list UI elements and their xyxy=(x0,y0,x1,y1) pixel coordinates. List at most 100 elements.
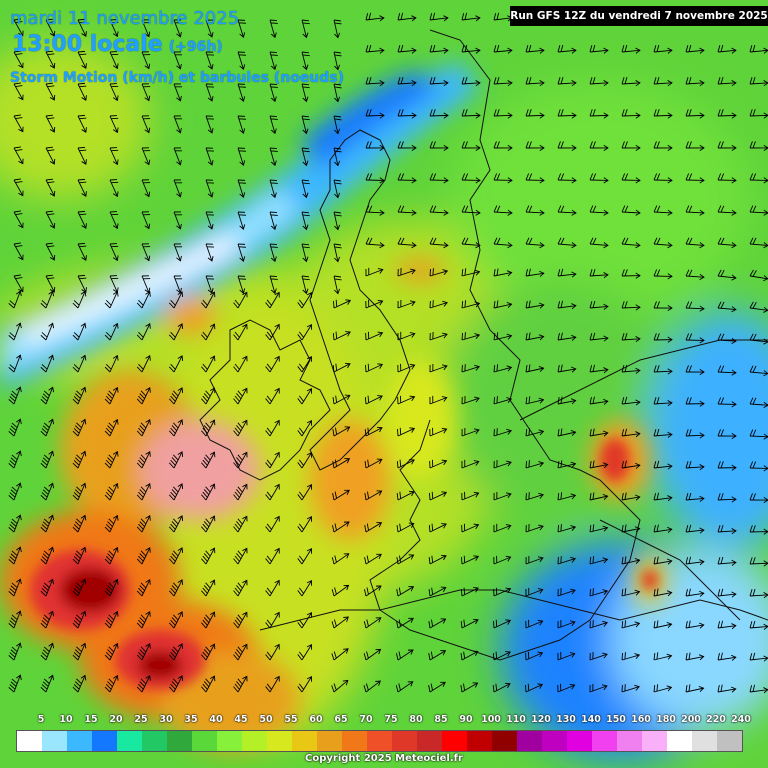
wind-barb xyxy=(397,268,416,277)
forecast-offset: (+96h) xyxy=(168,39,223,55)
wind-barb xyxy=(461,491,480,501)
wind-barb xyxy=(72,610,87,629)
legend-swatch xyxy=(17,731,42,751)
wind-barb xyxy=(136,451,151,469)
wind-barb xyxy=(589,44,609,54)
wind-barb xyxy=(109,51,119,70)
wind-barb xyxy=(265,675,280,693)
wind-barb xyxy=(265,515,280,533)
wind-barb xyxy=(72,322,87,341)
wind-barb xyxy=(13,146,24,165)
wind-barb xyxy=(685,269,705,280)
wind-barb xyxy=(397,427,416,437)
wind-barb xyxy=(749,141,768,151)
wind-barb xyxy=(269,115,278,135)
wind-barb xyxy=(77,210,87,229)
wind-barb xyxy=(685,44,705,54)
wind-barb xyxy=(621,428,641,438)
legend-swatch xyxy=(42,731,67,751)
wind-barb xyxy=(333,147,342,167)
wind-barb xyxy=(233,483,248,501)
wind-barb xyxy=(397,12,417,22)
wind-barb xyxy=(72,386,87,405)
wind-barb xyxy=(72,354,87,373)
wind-barb xyxy=(233,419,248,437)
wind-barb xyxy=(428,554,447,565)
wind-barb xyxy=(717,301,737,313)
wind-barb xyxy=(331,553,350,565)
wind-barb xyxy=(40,674,55,693)
wind-barb xyxy=(589,620,608,629)
wind-barb xyxy=(233,675,248,693)
wind-barb xyxy=(141,147,151,166)
wind-barb xyxy=(297,515,312,533)
wind-barb xyxy=(40,546,55,565)
wind-barb xyxy=(13,114,24,133)
wind-barb xyxy=(365,267,384,277)
wind-barb xyxy=(136,675,151,693)
wind-barb xyxy=(589,588,609,597)
wind-barb xyxy=(265,611,280,629)
wind-barb xyxy=(717,109,737,119)
wind-barb xyxy=(621,301,641,311)
wind-barb xyxy=(557,268,577,278)
wind-barb xyxy=(525,332,545,341)
legend-label: 35 xyxy=(184,714,198,725)
wind-barb xyxy=(13,82,24,101)
copyright: Copyright 2025 Meteociel.fr xyxy=(305,753,463,764)
wind-barb xyxy=(237,179,246,198)
legend-swatch xyxy=(367,731,392,751)
wind-barb xyxy=(621,524,641,533)
wind-barb xyxy=(589,683,608,693)
wind-barb xyxy=(201,515,216,533)
wind-barb xyxy=(493,587,512,597)
wind-barb xyxy=(461,205,481,216)
wind-barb xyxy=(333,83,342,103)
wind-barb xyxy=(136,355,151,373)
wind-barb xyxy=(297,419,312,437)
wind-barb xyxy=(557,173,577,184)
wind-barb xyxy=(13,274,24,293)
wind-barb xyxy=(265,451,280,469)
wind-barb xyxy=(461,459,480,469)
wind-barb xyxy=(173,211,183,230)
wind-barb xyxy=(749,429,768,440)
wind-barb xyxy=(168,515,184,533)
legend-label: 25 xyxy=(134,714,148,725)
wind-barb xyxy=(685,237,705,249)
wind-barb xyxy=(653,333,673,343)
wind-barb xyxy=(653,460,673,470)
wind-barb xyxy=(525,76,545,87)
wind-barb xyxy=(525,141,545,151)
wind-barb xyxy=(525,651,544,661)
wind-barb xyxy=(237,115,246,134)
wind-barb xyxy=(653,237,673,249)
wind-barb xyxy=(525,587,544,597)
wind-barb xyxy=(621,556,641,565)
legend-swatch xyxy=(92,731,117,751)
wind-barb xyxy=(109,83,119,102)
wind-barb xyxy=(269,243,278,263)
wind-barb xyxy=(493,396,513,405)
wind-barb xyxy=(72,514,87,533)
legend-label: 65 xyxy=(334,714,348,725)
wind-barb xyxy=(557,428,577,437)
wind-barb xyxy=(104,674,119,693)
wind-barb xyxy=(40,418,55,437)
wind-barb xyxy=(297,291,312,309)
wind-barb xyxy=(72,642,87,661)
wind-barb xyxy=(72,674,87,693)
wind-barb xyxy=(72,450,87,469)
wind-barb xyxy=(45,210,56,229)
wind-barb xyxy=(429,173,449,184)
wind-barb xyxy=(333,243,342,263)
wind-barb xyxy=(237,275,246,294)
legend-swatch xyxy=(517,731,542,751)
wind-barb xyxy=(269,179,278,199)
wind-barb xyxy=(653,556,673,565)
wind-barb xyxy=(525,524,544,533)
wind-barb xyxy=(589,237,609,249)
map-subtitle: Storm Motion (km/h) et barbules (noeuds) xyxy=(10,70,345,86)
wind-barb xyxy=(653,428,673,438)
wind-barb xyxy=(429,363,448,373)
